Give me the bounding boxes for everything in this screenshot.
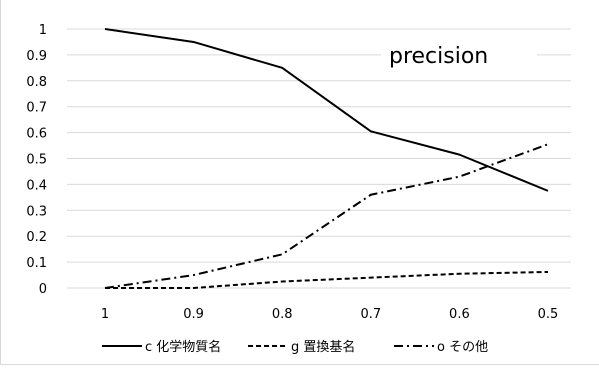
x-tick-label: 0.7 (360, 307, 381, 322)
y-tick-label: 0 (39, 282, 47, 297)
series-line-2 (104, 143, 549, 289)
y-tick-label: 0.3 (26, 204, 47, 219)
y-tick-label: 0.6 (26, 127, 47, 142)
y-tick-label: 0.1 (26, 256, 47, 271)
y-tick-label: 0.4 (26, 178, 47, 193)
series-lines (104, 28, 549, 289)
y-tick-label: 1 (39, 23, 47, 38)
series-line-0 (104, 28, 549, 192)
x-tick-label: 0.8 (272, 307, 293, 322)
y-tick-label: 0.5 (26, 153, 47, 168)
legend: c 化学物質名 g 置換基名 o その他 (102, 339, 488, 355)
chart-title-background (381, 38, 537, 76)
axes: 0 0.1 0.2 0.3 0.4 0.5 0.6 0.7 0.8 0.9 1 1 0.9 0.8 0.7 0… (26, 23, 571, 322)
y-tick-label: 0.7 (26, 101, 47, 116)
x-tick-label: 1 (101, 307, 109, 322)
legend-label-1: g 置換基名 (291, 339, 355, 355)
series-line-1 (105, 270, 549, 289)
x-tick-label: 0.6 (449, 307, 470, 322)
x-tick-label: 0.5 (538, 307, 559, 322)
legend-label-0: c 化学物質名 (145, 339, 221, 355)
y-tick-label: 0.9 (26, 49, 47, 64)
legend-label-2: o その他 (437, 340, 488, 355)
y-tick-label: 0.2 (26, 230, 47, 245)
y-tick-label: 0.8 (26, 75, 47, 90)
chart-title: precision (389, 44, 488, 69)
x-tick-label: 0.9 (183, 307, 204, 322)
gridlines (67, 28, 571, 263)
